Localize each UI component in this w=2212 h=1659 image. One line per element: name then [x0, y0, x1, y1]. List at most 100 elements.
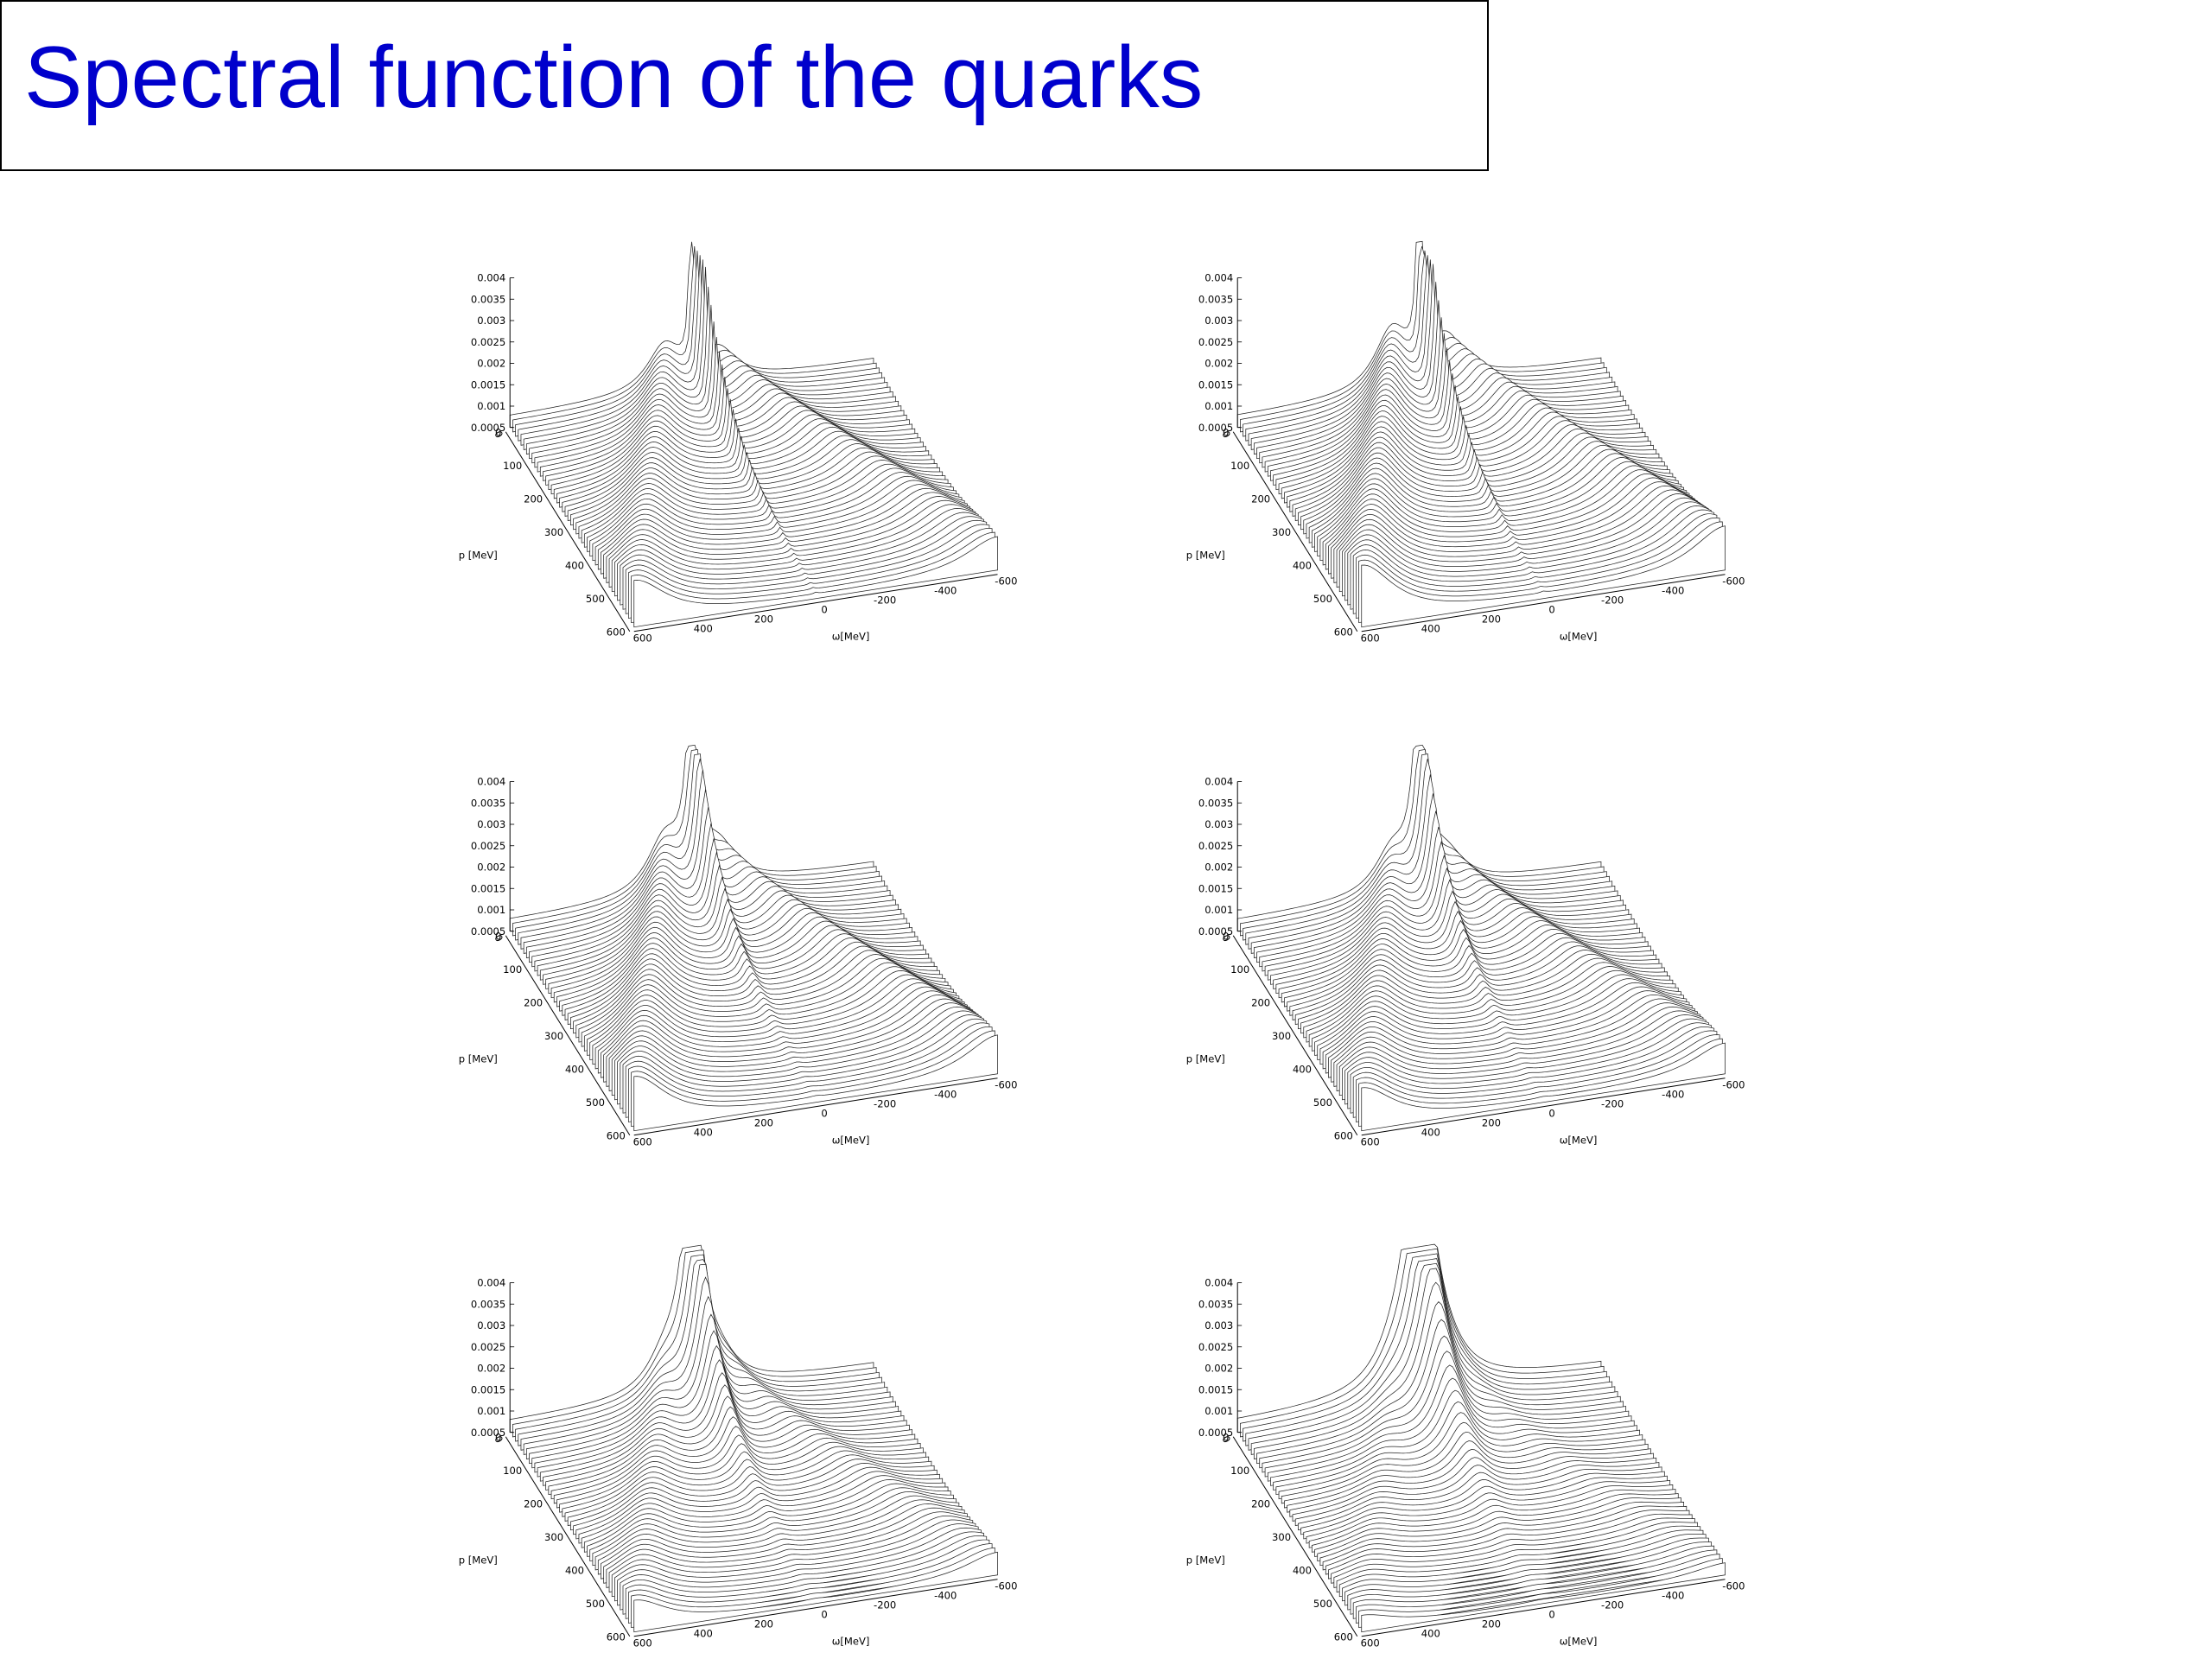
omega-tick-label: 0 — [1548, 1608, 1554, 1620]
p-axis-label: p [MeV] — [459, 1554, 498, 1567]
p-tick-label: 100 — [503, 963, 522, 976]
p-axis — [505, 1436, 631, 1637]
z-tick-label: 0.002 — [1205, 1363, 1233, 1375]
omega-tick-label: -200 — [874, 1097, 896, 1109]
z-tick-label: 0.004 — [477, 272, 505, 284]
surface-line — [617, 1527, 982, 1606]
z-tick-label: 0.002 — [1205, 358, 1233, 370]
z-tick-label: 0.0035 — [1198, 797, 1233, 809]
surface-line — [1361, 1562, 1726, 1633]
omega-tick-label: -200 — [1601, 1599, 1624, 1611]
p-tick-label: 600 — [607, 1631, 626, 1643]
p-tick-label: 200 — [524, 493, 543, 505]
p-tick-label: 600 — [1334, 1130, 1353, 1142]
surface-line — [1352, 513, 1718, 614]
p-tick-label: 200 — [1251, 493, 1270, 505]
z-tick-label: 0.0035 — [471, 293, 505, 305]
omega-tick-label: 400 — [1421, 1126, 1440, 1138]
p-axis-label: p [MeV] — [459, 550, 498, 562]
p-axis-label: p [MeV] — [1186, 1554, 1225, 1567]
z-tick-label: 0.002 — [477, 861, 505, 874]
surface-line — [1361, 1042, 1726, 1132]
surface-line — [1336, 1525, 1701, 1592]
z-tick-label: 0.0005 — [1198, 422, 1233, 434]
z-tick-label: 0.0005 — [471, 925, 505, 938]
omega-tick-label: 200 — [1482, 1116, 1501, 1128]
omega-axis — [633, 574, 998, 632]
surface-plot: 0.004 0.0035 0.003 0.0025 0.002 0.0015 0.001 0.… — [459, 1244, 1018, 1649]
z-tick-label: 0.0025 — [471, 840, 505, 852]
omega-tick-label: -200 — [1601, 594, 1624, 606]
omega-tick-label: -400 — [1662, 1088, 1684, 1100]
p-axis — [505, 935, 631, 1135]
omega-axis — [1361, 1077, 1726, 1136]
z-tick-label: 0.001 — [477, 904, 505, 916]
z-tick-label: 0.0035 — [471, 1298, 505, 1310]
p-tick-label: 500 — [586, 1096, 605, 1109]
p-tick-label: 400 — [1293, 1565, 1312, 1577]
omega-axis-label: ω[MeV] — [832, 1636, 870, 1648]
z-tick-label: 0.0025 — [1198, 840, 1233, 852]
p-tick-label: 600 — [1334, 626, 1353, 639]
omega-tick-label: 0 — [821, 603, 827, 615]
title-box — [0, 0, 1489, 171]
omega-axis — [633, 1579, 998, 1637]
surface-line — [625, 524, 990, 614]
p-tick-label: 300 — [1272, 1531, 1291, 1543]
surface-line — [1342, 1534, 1707, 1602]
surface-line — [631, 1030, 995, 1128]
z-tick-label: 0.003 — [1205, 315, 1233, 327]
surface-line — [625, 1539, 990, 1619]
p-tick-label: 600 — [607, 1130, 626, 1142]
surface-line — [622, 1535, 988, 1615]
surface-line — [1350, 1545, 1715, 1615]
surface-line — [625, 1022, 990, 1118]
p-tick-label: 300 — [544, 526, 563, 538]
p-tick-label: 100 — [1230, 460, 1249, 472]
p-tick-label: 500 — [586, 1598, 605, 1610]
z-tick-label: 0.001 — [1205, 904, 1233, 916]
omega-tick-label: 200 — [1482, 1618, 1501, 1630]
p-tick-label: 500 — [1313, 593, 1332, 605]
p-tick-label: 0 — [495, 1432, 501, 1444]
omega-tick-label: 0 — [821, 1107, 827, 1119]
omega-tick-label: 0 — [1548, 1107, 1554, 1119]
z-tick-label: 0.0005 — [471, 1427, 505, 1439]
z-tick-label: 0.004 — [1205, 272, 1233, 284]
p-tick-label: 400 — [1293, 560, 1312, 572]
omega-tick-label: 600 — [633, 1135, 652, 1147]
p-tick-label: 600 — [1334, 1631, 1353, 1643]
omega-tick-label: 0 — [821, 1608, 827, 1620]
p-tick-label: 100 — [503, 460, 522, 472]
p-axis — [505, 431, 631, 632]
surface-line — [622, 1018, 988, 1114]
omega-axis-label: ω[MeV] — [1560, 1135, 1598, 1147]
p-tick-label: 300 — [1272, 1030, 1291, 1042]
surface-line — [633, 1551, 998, 1633]
omega-tick-label: -600 — [995, 575, 1017, 587]
p-axis — [1232, 431, 1358, 632]
surface-line — [620, 1014, 984, 1109]
surface-plot: 0.004 0.0035 0.003 0.0025 0.002 0.0015 0.001 0.… — [1186, 744, 1745, 1147]
omega-tick-label: -200 — [874, 1599, 896, 1611]
z-tick-label: 0.0015 — [471, 1383, 505, 1395]
p-tick-label: 400 — [565, 1565, 584, 1577]
omega-tick-label: 200 — [754, 613, 773, 625]
p-tick-label: 300 — [1272, 526, 1291, 538]
p-axis-label: p [MeV] — [1186, 550, 1225, 562]
omega-axis-label: ω[MeV] — [1560, 631, 1598, 643]
z-tick-label: 0.003 — [477, 1319, 505, 1332]
omega-tick-label: 200 — [1482, 613, 1501, 625]
p-tick-label: 600 — [607, 626, 626, 639]
z-tick-label: 0.003 — [477, 818, 505, 830]
p-tick-label: 500 — [1313, 1598, 1332, 1610]
z-tick-label: 0.004 — [1205, 1277, 1233, 1289]
surface-line — [627, 1543, 993, 1624]
omega-tick-label: 400 — [694, 1126, 713, 1138]
omega-tick-label: -400 — [1662, 584, 1684, 596]
omega-tick-label: -400 — [934, 1589, 957, 1601]
surface-line — [614, 1523, 979, 1602]
omega-tick-label: -600 — [1722, 1580, 1745, 1592]
surface-line — [1355, 517, 1720, 619]
